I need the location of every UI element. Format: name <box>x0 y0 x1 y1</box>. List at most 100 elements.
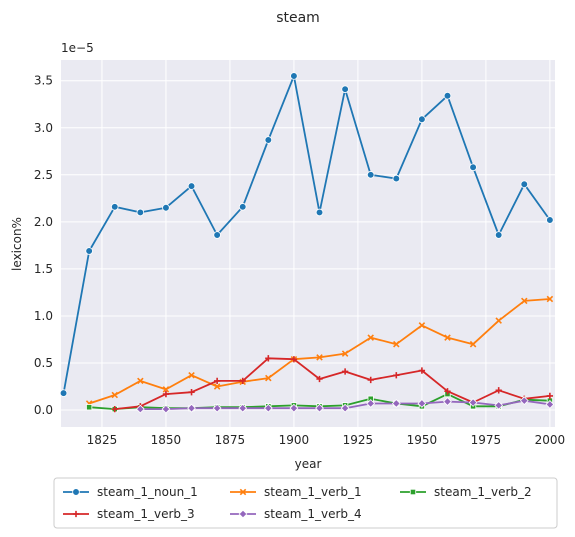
data-point <box>137 377 144 385</box>
x-axis-label: year <box>295 457 322 471</box>
legend-label: steam_1_verb_4 <box>264 507 362 521</box>
data-point <box>391 399 401 408</box>
x-tick-label: 1950 <box>407 433 438 447</box>
data-point <box>213 383 221 390</box>
legend-marker <box>239 488 247 496</box>
data-point <box>340 403 350 413</box>
y-offset-label: 1e−5 <box>61 41 94 55</box>
data-point <box>495 387 502 394</box>
x-tick-label: 1925 <box>343 433 374 447</box>
data-point <box>366 399 376 408</box>
data-point <box>495 317 502 324</box>
data-point <box>213 231 221 239</box>
data-point <box>315 208 324 217</box>
x-tick-label: 1825 <box>87 433 118 447</box>
data-point <box>162 390 170 398</box>
data-point <box>366 171 375 179</box>
data-point <box>162 386 170 393</box>
data-point <box>187 403 196 413</box>
legend-marker <box>409 488 417 496</box>
plot-background <box>61 60 555 427</box>
data-point <box>136 208 145 217</box>
y-tick-label: 3.5 <box>34 74 53 88</box>
data-point <box>521 297 528 305</box>
legend-item: steam_1_verb_1 <box>230 485 362 499</box>
x-tick-label: 1850 <box>151 433 182 447</box>
data-point <box>86 404 93 411</box>
data-point <box>367 376 374 384</box>
data-point <box>135 404 145 414</box>
legend-item: steam_1_verb_4 <box>230 507 362 521</box>
legend-marker <box>238 509 248 519</box>
legend-label: steam_1_verb_1 <box>264 485 362 499</box>
data-point <box>161 404 171 414</box>
legend: steam_1_noun_1 steam_1_verb_1 steam_1_verb… <box>53 477 558 529</box>
data-point <box>546 216 554 224</box>
x-tick-label: 1900 <box>279 433 310 447</box>
legend-label: steam_1_noun_1 <box>97 485 198 499</box>
data-point <box>238 403 248 413</box>
data-point <box>444 334 451 341</box>
legend-item: steam_1_verb_3 <box>63 507 195 521</box>
x-tick-label: 1975 <box>471 433 502 447</box>
data-point <box>468 398 478 407</box>
legend-marker <box>72 488 80 496</box>
data-point <box>290 72 298 80</box>
data-point <box>545 400 555 409</box>
data-point <box>341 368 349 375</box>
data-point <box>444 388 451 395</box>
data-point <box>341 350 349 357</box>
data-point <box>469 163 477 172</box>
x-tick-label: 2000 <box>535 433 566 447</box>
legend-marker <box>72 510 80 518</box>
x-axis-ticks: 1825 1850 1875 1900 1925 1950 1975 2000 <box>87 433 565 447</box>
data-point <box>443 91 452 100</box>
data-point <box>263 403 273 413</box>
data-point <box>239 377 246 385</box>
series-steam_1_verb_4 <box>135 396 555 414</box>
series-steam_1_noun_1 <box>59 72 554 397</box>
series-line <box>62 75 551 394</box>
data-point <box>188 371 195 379</box>
legend-item: steam_1_verb_2 <box>400 485 532 499</box>
x-tick-label: 1875 <box>215 433 246 447</box>
data-point <box>238 203 247 211</box>
data-point <box>392 174 401 183</box>
data-point <box>110 203 119 211</box>
data-point <box>187 182 196 190</box>
data-point <box>111 391 119 399</box>
chart-title: steam <box>276 10 320 26</box>
y-tick-label: 2.0 <box>34 215 53 229</box>
data-point <box>367 334 374 341</box>
data-point <box>546 295 554 303</box>
data-point <box>494 231 503 239</box>
data-point <box>315 403 324 413</box>
data-point <box>111 405 118 413</box>
y-tick-label: 2.5 <box>34 168 53 182</box>
data-point <box>85 247 93 255</box>
legend-item: steam_1_noun_1 <box>63 485 198 499</box>
data-point <box>418 367 426 374</box>
data-point <box>393 372 400 379</box>
legend-label: steam_1_verb_2 <box>434 485 532 499</box>
y-axis-ticks: 0.0 0.5 1.0 1.5 2.0 2.5 3.0 3.5 <box>34 74 53 417</box>
data-point <box>316 354 323 361</box>
series-layer <box>59 72 555 414</box>
y-tick-label: 0.5 <box>34 356 53 370</box>
data-point <box>469 340 477 348</box>
data-point <box>418 115 426 124</box>
y-tick-label: 3.0 <box>34 121 53 135</box>
data-point <box>393 340 400 348</box>
data-point <box>212 403 222 413</box>
data-point <box>264 136 273 144</box>
data-point <box>494 400 504 410</box>
data-point <box>59 389 68 397</box>
data-point <box>341 85 349 93</box>
data-point <box>418 322 426 329</box>
legend-label: steam_1_verb_3 <box>97 507 195 521</box>
y-tick-label: 1.5 <box>34 262 53 276</box>
data-point <box>265 374 272 382</box>
data-point <box>213 377 221 385</box>
data-point <box>290 356 298 363</box>
y-tick-label: 0.0 <box>34 403 53 417</box>
